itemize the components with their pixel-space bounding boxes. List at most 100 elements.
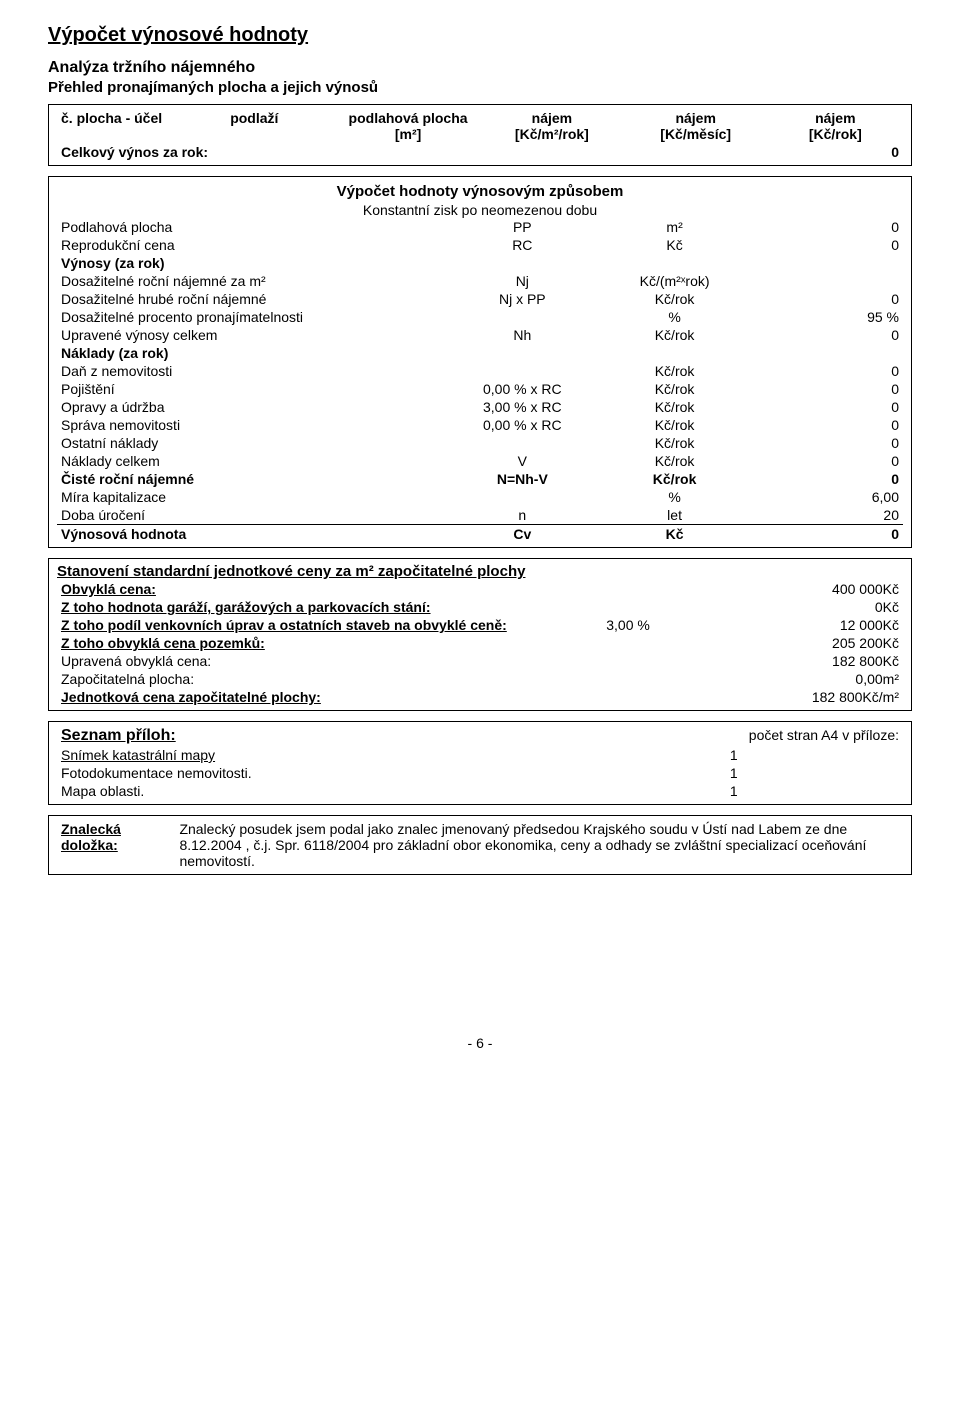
table-row: Reprodukční cenaRCKč0 [57,236,903,254]
row-value: 0Kč [691,598,903,616]
col-najem-rok: nájem [Kč/m²/rok] [480,109,624,143]
attachments-header-right: počet stran A4 v příloze: [565,726,903,746]
row-label: Ostatní náklady [57,434,446,452]
row-unit: Kč/rok [598,326,750,344]
row-label: Reprodukční cena [57,236,446,254]
attachment-label: Snímek katastrální mapy [57,746,565,764]
table-row: Náklady celkemVKč/rok0 [57,452,903,470]
row-value: 400 000Kč [691,580,903,598]
attachment-count: 1 [565,764,903,782]
row-value: 0 [751,398,903,416]
final-val: 0 [751,525,903,544]
table-row: Jednotková cena započitatelné plochy:182… [57,688,903,706]
expert-clause-text: Znalecký posudek jsem podal jako znalec … [175,820,903,870]
row-value: 0 [751,470,903,488]
table-row: Doba úročenínlet20 [57,506,903,525]
subtitle-2: Přehled pronajímaných plocha a jejich vý… [48,79,912,96]
attachment-label: Fotodokumentace nemovitosti. [57,764,565,782]
row-unit: Kč/rok [598,470,750,488]
row-label: Podlahová plocha [57,218,446,236]
table-row: Mapa oblasti.1 [57,782,903,800]
row-symbol: Nj [446,272,598,290]
table-row: Ostatní nákladyKč/rok0 [57,434,903,452]
expert-clause-label: Znalecká doložka: [57,820,175,870]
row-label: Dosažitelné roční nájemné za m² [57,272,446,290]
row-unit: Kč/(m²ˣrok) [598,272,750,290]
row-label: Správa nemovitosti [57,416,446,434]
page-number: - 6 - [48,1035,912,1051]
row-symbol: 3,00 % x RC [446,398,598,416]
col-podlazi: podlaží [226,109,336,143]
final-unit: Kč [598,525,750,544]
row-symbol: Nj x PP [446,290,598,308]
row-label: Dosažitelné hrubé roční nájemné [57,290,446,308]
page-title: Výpočet výnosové hodnoty [48,24,912,47]
row-label: Dosažitelné procento pronajímatelnosti [57,308,446,326]
table-row: Z toho hodnota garáží, garážových a park… [57,598,903,616]
row-label: Upravená obvyklá cena: [57,652,565,670]
row-value: 95 % [751,308,903,326]
row-value: 0 [751,218,903,236]
col-najem-kcrok: nájem [Kč/rok] [768,109,903,143]
row-label: Z toho obvyklá cena pozemků: [57,634,565,652]
row-symbol: V [446,452,598,470]
row-label: Opravy a údržba [57,398,446,416]
row-symbol: n [446,506,598,525]
row-unit: let [598,506,750,525]
rental-header-table: č. plocha - účel podlaží podlahová ploch… [57,109,903,161]
unit-price-title: Stanovení standardní jednotkové ceny za … [57,563,903,580]
row-symbol: Nh [446,326,598,344]
row-value: 205 200Kč [691,634,903,652]
attachment-label: Mapa oblasti. [57,782,565,800]
row-unit: Kč/rok [598,434,750,452]
table-row: Opravy a údržba3,00 % x RCKč/rok0 [57,398,903,416]
row-value: 0 [751,326,903,344]
total-value: 0 [768,143,903,161]
table-row: Snímek katastrální mapy1 [57,746,903,764]
row-symbol: RC [446,236,598,254]
row-value: 0,00m² [691,670,903,688]
table-row: Z toho podíl venkovních úprav a ostatníc… [57,616,903,634]
table-row: Započitatelná plocha:0,00m² [57,670,903,688]
table-row: Dosažitelné roční nájemné za m²NjKč/(m²ˣ… [57,272,903,290]
col-najem-mesic: nájem [Kč/měsíc] [624,109,768,143]
row-label: Míra kapitalizace [57,488,446,506]
final-sym: Cv [446,525,598,544]
row-unit: % [598,488,750,506]
row-symbol [446,434,598,452]
table-row: Výnosy (za rok) [57,254,903,272]
row-mid [565,688,692,706]
attachment-count: 1 [565,782,903,800]
attachment-count: 1 [565,746,903,764]
row-label: Jednotková cena započitatelné plochy: [57,688,565,706]
table-row: Míra kapitalizace%6,00 [57,488,903,506]
table-row: Upravená obvyklá cena:182 800Kč [57,652,903,670]
table-row: Obvyklá cena:400 000Kč [57,580,903,598]
row-value: 0 [751,416,903,434]
table-row: Z toho obvyklá cena pozemků: 205 200Kč [57,634,903,652]
row-unit: % [598,308,750,326]
row-value: 12 000Kč [691,616,903,634]
row-mid [565,580,692,598]
yield-sub-line: Konstantní zisk po neomezenou dobu [57,202,903,218]
row-unit: m² [598,218,750,236]
table-row: Upravené výnosy celkemNhKč/rok0 [57,326,903,344]
table-row: Dosažitelné procento pronajímatelnosti%9… [57,308,903,326]
table-row: Správa nemovitosti0,00 % x RCKč/rok0 [57,416,903,434]
table-row: Pojištění0,00 % x RCKč/rok0 [57,380,903,398]
row-unit: Kč/rok [598,398,750,416]
row-unit: Kč/rok [598,290,750,308]
row-value [751,272,903,290]
row-symbol [446,308,598,326]
table-row: Dosažitelné hrubé roční nájemnéNj x PPKč… [57,290,903,308]
rental-overview-box: č. plocha - účel podlaží podlahová ploch… [48,104,912,166]
col-plocha-m2: podlahová plocha [m²] [336,109,480,143]
row-value: 20 [751,506,903,525]
expert-clause-box: Znalecká doložka: Znalecký posudek jsem … [48,815,912,875]
row-symbol [446,488,598,506]
row-value: 0 [751,380,903,398]
attachments-box: Seznam příloh: počet stran A4 v příloze:… [48,721,912,805]
row-mid: 3,00 % [565,616,692,634]
final-row: Výnosová hodnotaCvKč0 [57,525,903,544]
row-value: 0 [751,362,903,380]
